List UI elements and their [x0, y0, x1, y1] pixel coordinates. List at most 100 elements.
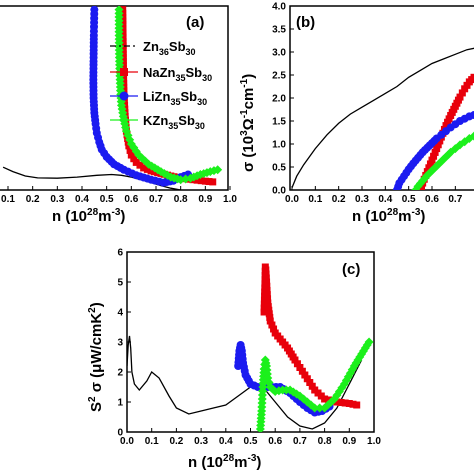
x-tick-label: 0.5	[100, 194, 114, 205]
point-nazn35sb30	[264, 303, 272, 311]
y-tick-label: 4.0	[272, 2, 286, 13]
point-nazn35sb30	[119, 33, 127, 41]
x-tick-label: 1.0	[367, 436, 381, 447]
series-line-zn36sb30	[291, 47, 474, 188]
point-nazn35sb30	[303, 375, 311, 383]
point-nazn35sb30	[353, 401, 361, 409]
x-tick-label: 0.6	[425, 194, 439, 205]
panel-c-ticks: 0.0 0.1 0.2 0.3 0.4 0.5 0.6 0.7 0.8 0.9 1.0 0 1 2 3 4 5 6	[117, 248, 381, 448]
panel-a-label: (a)	[186, 14, 204, 31]
point-nazn35sb30	[268, 321, 276, 329]
series-line-zn36sb30	[127, 335, 363, 430]
point-nazn35sb30	[127, 151, 135, 159]
legend-k-sub2: 30	[195, 121, 205, 131]
point-nazn35sb30	[266, 313, 274, 321]
x-tick-label: 0.2	[332, 194, 346, 205]
ylabel-c-pre: S	[88, 402, 105, 412]
x-tick-label: 0.5	[402, 194, 416, 205]
xlabel-c-main: n (10	[188, 454, 223, 471]
xlabel-a-end: )	[120, 208, 125, 225]
point-nazn35sb30	[430, 152, 438, 160]
point-kzn35sb30	[364, 337, 374, 347]
panel-b-ylabel: σ (103Ω-1cm-1)	[239, 74, 257, 172]
y-tick-label: 0.5	[272, 163, 286, 174]
panel-a: 0.1 0.2 0.3 0.4 0.5 0.6 0.7 0.8 0.9 1.0 (a) n (10…	[0, 5, 237, 225]
x-tick-label: 0.9	[198, 194, 212, 205]
x-tick-label: 0.5	[244, 436, 258, 447]
point-nazn35sb30	[426, 160, 434, 168]
legend-na-marker	[120, 68, 128, 76]
point-nazn35sb30	[260, 304, 268, 312]
legend-k-marker	[119, 115, 129, 125]
legend-li-marker	[119, 91, 129, 101]
point-nazn35sb30	[301, 371, 309, 379]
legend: Zn36Sb30 NaZn35Sb30 LiZn35Sb30 KZn35Sb30	[110, 39, 212, 131]
y-tick-label: 0.0	[272, 186, 286, 197]
legend-zn36-sub2: 30	[186, 47, 196, 57]
point-nazn35sb30	[119, 42, 127, 50]
point-nazn35sb30	[205, 178, 213, 186]
point-kzn35sb30	[213, 165, 223, 175]
point-nazn35sb30	[431, 148, 439, 156]
legend-k-sub1: 35	[168, 121, 178, 131]
ylabel-b-mid2: cm	[240, 88, 257, 110]
legend-na-sub2: 30	[202, 73, 212, 83]
x-tick-label: 0.1	[308, 194, 322, 205]
point-nazn35sb30	[308, 382, 316, 390]
point-nazn35sb30	[136, 161, 144, 169]
y-tick-label: 4	[117, 308, 123, 319]
xlabel-b-main: n (10	[352, 208, 387, 225]
x-tick-label: 0.1	[145, 436, 159, 447]
point-nazn35sb30	[264, 295, 272, 303]
legend-li-label: LiZn35Sb30	[143, 89, 207, 107]
point-nazn35sb30	[263, 286, 271, 294]
point-nazn35sb30	[132, 158, 140, 166]
point-nazn35sb30	[321, 395, 329, 403]
y-tick-label: 6	[117, 248, 123, 259]
legend-li-mid: Sb	[180, 89, 197, 104]
xlabel-a-main: n (10	[52, 208, 87, 225]
panel-b: 0.0 0.1 0.2 0.3 0.4 0.5 0.6 0.7 0.0 0.5 1.0 1.5 2.0 2…	[239, 2, 474, 225]
ylabel-b-sup: 3	[239, 130, 250, 136]
legend-li-sub2: 30	[197, 97, 207, 107]
ylabel-b-sym: σ (10	[240, 136, 257, 172]
x-tick-label: 0.0	[285, 194, 299, 205]
panel-c-ylabel: S2 σ (μW/cmK2)	[87, 302, 105, 412]
x-tick-label: 0.9	[342, 436, 356, 447]
x-tick-label: 0.6	[268, 436, 282, 447]
y-tick-label: 2	[117, 368, 123, 379]
xlabel-a-sup: 28	[87, 207, 99, 218]
ylabel-b-mid: Ω	[240, 118, 257, 130]
x-tick-label: 0.8	[318, 436, 332, 447]
y-tick-label: 3.0	[272, 48, 286, 59]
point-nazn35sb30	[296, 364, 304, 371]
panel-a-x-ticks: 0.1 0.2 0.3 0.4 0.5 0.6 0.7 0.8 0.9 1.0	[1, 186, 237, 205]
point-kzn35sb30	[469, 131, 474, 141]
point-nazn35sb30	[341, 399, 349, 407]
legend-na-sub1: 35	[176, 73, 186, 83]
point-nazn35sb30	[264, 299, 272, 307]
point-nazn35sb30	[201, 177, 209, 185]
ylabel-b-sup2: -1	[239, 109, 250, 118]
point-nazn35sb30	[126, 146, 134, 154]
ylabel-c-sup: 2	[87, 396, 98, 402]
x-tick-label: 0.7	[448, 194, 462, 205]
panel-b-xlabel: n (1028m-3)	[352, 207, 425, 225]
xlabel-c-mid: m	[234, 454, 247, 471]
x-tick-label: 0.4	[378, 194, 392, 205]
legend-k-label: KZn35Sb30	[143, 113, 205, 131]
point-nazn35sb30	[263, 291, 271, 299]
x-tick-label: 0.4	[75, 194, 89, 205]
panel-b-frame	[289, 5, 474, 191]
ylabel-c-sup2: 2	[87, 307, 98, 313]
point-kzn35sb30	[315, 403, 325, 413]
legend-li-base: LiZn	[143, 89, 170, 104]
y-tick-label: 1.0	[272, 140, 286, 151]
legend-k-base: KZn	[143, 113, 168, 128]
xlabel-a-mid: m	[98, 208, 111, 225]
point-nazn35sb30	[197, 177, 205, 185]
point-nazn35sb30	[263, 282, 271, 290]
panel-b-ticks: 0.0 0.1 0.2 0.3 0.4 0.5 0.6 0.7 0.0 0.5 1.0 1.5 2.0 2…	[272, 2, 463, 206]
x-tick-label: 0.3	[194, 436, 208, 447]
point-nazn35sb30	[293, 360, 301, 368]
